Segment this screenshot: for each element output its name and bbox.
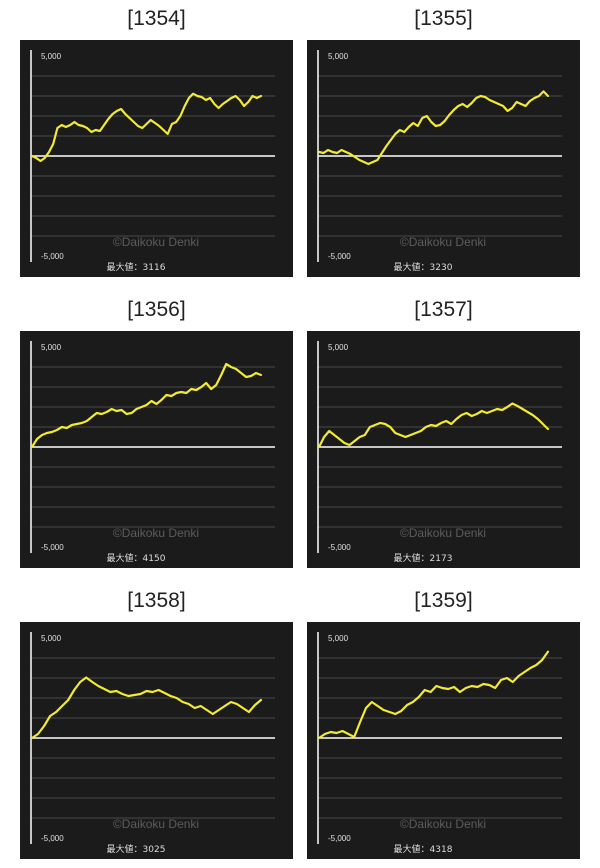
y-tick-label-top: 5,000: [41, 634, 62, 643]
chart-panel: 5,000 -5,000 ©Daikoku Denki 最大値：3230: [307, 40, 580, 277]
y-tick-label-bottom: -5,000: [41, 834, 64, 843]
y-tick-label-top: 5,000: [328, 343, 349, 352]
chart-svg: 5,000 -5,000 ©Daikoku Denki 最大値：4150: [30, 341, 275, 564]
chart-title: [1358]: [127, 589, 186, 612]
y-tick-label-bottom: -5,000: [41, 252, 64, 261]
chart-title: [1357]: [414, 298, 473, 321]
chart-svg: 5,000 -5,000 ©Daikoku Denki 最大値：4318: [317, 632, 562, 855]
data-line: [317, 90, 550, 166]
y-tick-label-bottom: -5,000: [328, 834, 351, 843]
y-tick-label-bottom: -5,000: [328, 252, 351, 261]
watermark: ©Daikoku Denki: [113, 817, 199, 831]
data-line: [30, 676, 263, 740]
data-line: [30, 92, 263, 163]
max-value-label: 最大値：2173: [394, 552, 453, 564]
chart-title: [1355]: [414, 7, 473, 30]
watermark: ©Daikoku Denki: [400, 526, 486, 540]
y-tick-label-top: 5,000: [41, 52, 62, 61]
max-value-label: 最大値：4150: [107, 552, 166, 564]
chart-panel: 5,000 -5,000 ©Daikoku Denki 最大値：4150: [20, 331, 293, 568]
chart-svg: 5,000 -5,000 ©Daikoku Denki 最大値：3230: [317, 50, 562, 273]
data-line: [317, 650, 550, 740]
chart-svg: 5,000 -5,000 ©Daikoku Denki 最大値：3116: [30, 50, 275, 273]
y-tick-label-top: 5,000: [328, 52, 349, 61]
chart-svg: 5,000 -5,000 ©Daikoku Denki 最大値：3025: [30, 632, 275, 855]
chart-panel: 5,000 -5,000 ©Daikoku Denki 最大値：2173: [307, 331, 580, 568]
max-value-label: 最大値：4318: [394, 843, 453, 855]
chart-svg: 5,000 -5,000 ©Daikoku Denki 最大値：2173: [317, 341, 562, 564]
y-tick-label-bottom: -5,000: [41, 543, 64, 552]
data-line: [317, 402, 550, 449]
max-value-label: 最大値：3230: [394, 261, 453, 273]
watermark: ©Daikoku Denki: [400, 817, 486, 831]
chart-panel: 5,000 -5,000 ©Daikoku Denki 最大値：3116: [20, 40, 293, 277]
chart-panel: 5,000 -5,000 ©Daikoku Denki 最大値：4318: [307, 622, 580, 859]
y-tick-label-bottom: -5,000: [328, 543, 351, 552]
y-tick-label-top: 5,000: [328, 634, 349, 643]
chart-title: [1354]: [127, 7, 186, 30]
y-tick-label-top: 5,000: [41, 343, 62, 352]
max-value-label: 最大値：3025: [107, 843, 166, 855]
chart-title: [1356]: [127, 298, 186, 321]
max-value-label: 最大値：3116: [107, 261, 166, 273]
watermark: ©Daikoku Denki: [400, 235, 486, 249]
watermark: ©Daikoku Denki: [113, 526, 199, 540]
watermark: ©Daikoku Denki: [113, 235, 199, 249]
chart-panel: 5,000 -5,000 ©Daikoku Denki 最大値：3025: [20, 622, 293, 859]
chart-title: [1359]: [414, 589, 473, 612]
data-line: [30, 362, 263, 449]
